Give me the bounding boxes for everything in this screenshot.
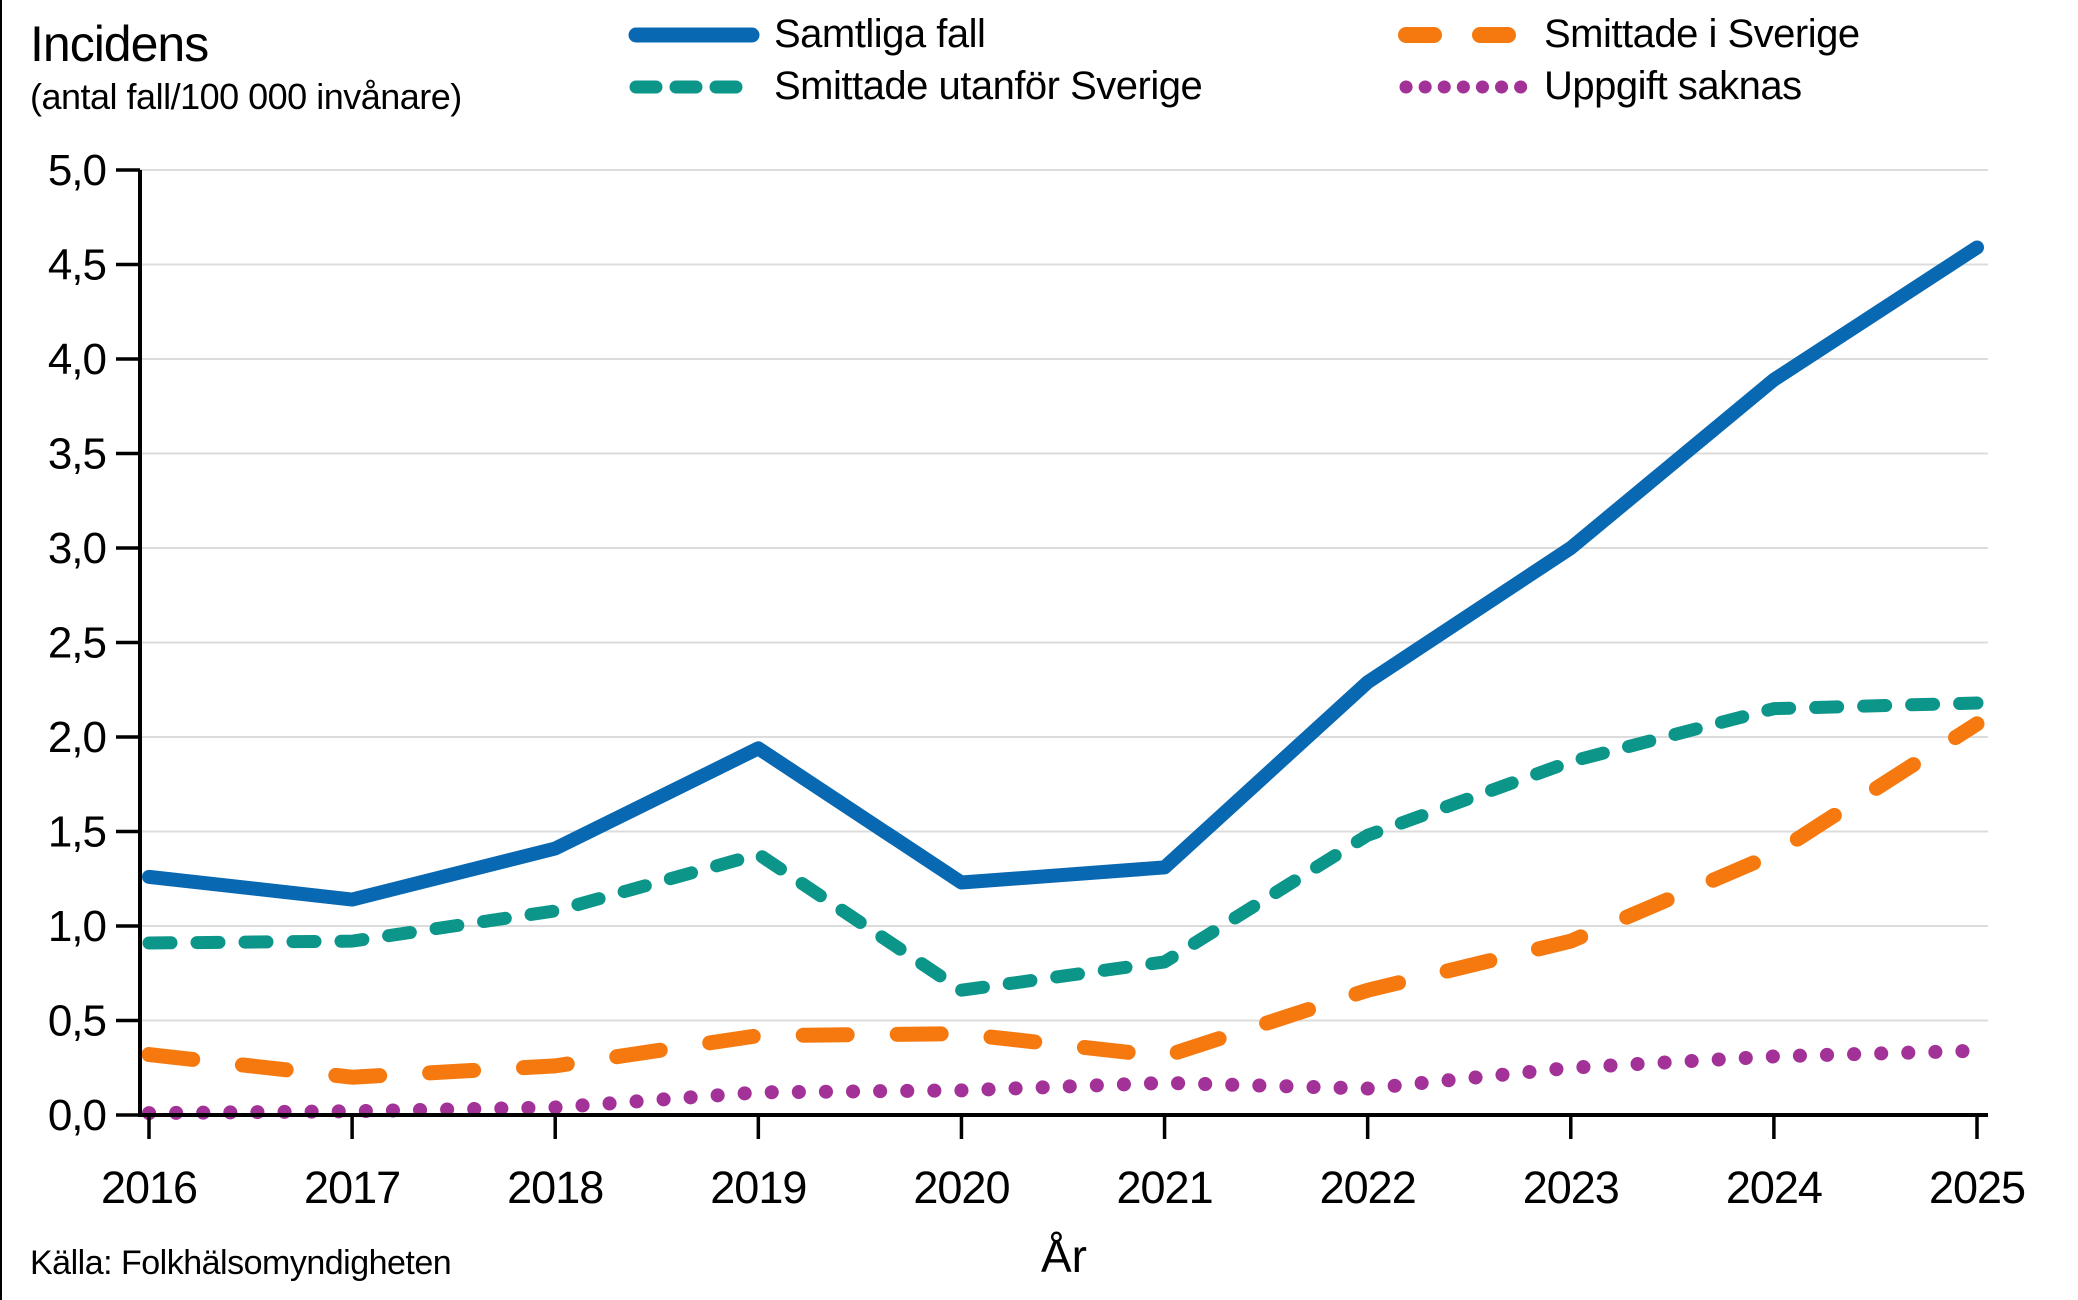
x-tick-label: 2020 xyxy=(913,1162,1009,1213)
y-tick-label: 4,5 xyxy=(48,241,106,290)
legend-line-solid-icon xyxy=(628,27,760,42)
x-tick-label: 2025 xyxy=(1929,1162,2025,1213)
legend-label: Uppgift saknas xyxy=(1544,64,1802,108)
x-tick-label: 2019 xyxy=(710,1162,806,1213)
x-tick-label: 2022 xyxy=(1320,1162,1416,1213)
chart-subtitle: (antal fall/100 000 invånare) xyxy=(30,76,462,117)
legend-item-smittade-utanfor-sverige: Smittade utanför Sverige xyxy=(628,64,1203,109)
x-tick-label: 2021 xyxy=(1117,1162,1213,1213)
chart-title: Incidens xyxy=(30,16,209,72)
source-note: Källa: Folkhälsomyndigheten xyxy=(30,1244,452,1282)
series-line-smittade-utanf-r-sverige xyxy=(142,696,1984,997)
x-tick-label: 2016 xyxy=(101,1162,197,1213)
axes: 0,0 0,5 1,0 1,5 2,0 2,5 3,0 3,5 4,0 4,5 5,0 2016 201… xyxy=(48,146,2026,1282)
y-tick-label: 1,0 xyxy=(48,902,106,951)
series-lines xyxy=(141,240,1985,1121)
legend-label: Smittade i Sverige xyxy=(1544,12,1860,56)
x-tick-label: 2017 xyxy=(304,1162,400,1213)
legend-label: Smittade utanför Sverige xyxy=(774,64,1203,108)
y-tick-label: 4,0 xyxy=(48,335,106,384)
legend-item-smittade-i-sverige: Smittade i Sverige xyxy=(1398,12,1860,57)
y-tick-label: 0,0 xyxy=(48,1091,106,1140)
y-tick-label: 1,5 xyxy=(48,808,106,857)
legend-line-long-dash-icon xyxy=(1398,26,1530,43)
y-tick-label: 0,5 xyxy=(48,997,106,1046)
y-tick-label: 2,5 xyxy=(48,619,106,668)
legend-item-samtliga-fall: Samtliga fall xyxy=(628,12,986,57)
y-tick-label: 3,5 xyxy=(48,430,106,479)
x-tick-label: 2024 xyxy=(1726,1162,1822,1213)
legend-label: Samtliga fall xyxy=(774,12,986,56)
x-axis-title: År xyxy=(1041,1230,1087,1282)
series-line-smittade-i-sverige xyxy=(141,716,1985,1085)
legend-item-uppgift-saknas: Uppgift saknas xyxy=(1398,64,1802,109)
x-tick-label: 2023 xyxy=(1523,1162,1619,1213)
series-line-uppgift-saknas xyxy=(142,1043,1984,1121)
y-tick-label: 5,0 xyxy=(48,146,106,195)
x-tick-label: 2018 xyxy=(507,1162,603,1213)
legend-line-dotted-icon xyxy=(1399,80,1529,93)
y-tick-label: 2,0 xyxy=(48,713,106,762)
legend-line-short-dash-icon xyxy=(629,80,759,93)
y-tick-label: 3,0 xyxy=(48,524,106,573)
series-line-samtliga-fall xyxy=(142,240,1984,907)
gridlines xyxy=(140,169,1988,1022)
